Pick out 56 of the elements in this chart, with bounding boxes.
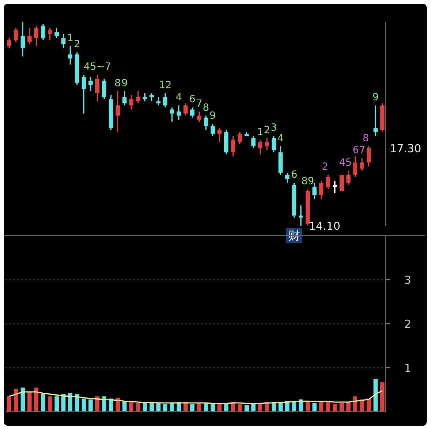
- text: 2: [74, 40, 80, 51]
- text: 8: [114, 78, 122, 90]
- bar: [346, 402, 351, 412]
- bar: [380, 382, 385, 412]
- y-tick-label: 2: [404, 318, 412, 331]
- bar: [54, 396, 59, 412]
- y-tick-label: 1: [404, 362, 412, 375]
- text: 89: [302, 176, 314, 188]
- text: 6: [291, 170, 298, 182]
- bar: [299, 400, 304, 412]
- bar: [62, 394, 66, 412]
- text: 9: [210, 111, 216, 122]
- bar: [252, 404, 256, 412]
- text: 8: [202, 102, 210, 114]
- bar: [312, 403, 317, 412]
- text: 2: [264, 125, 270, 136]
- bar: [88, 400, 93, 412]
- bar: [14, 389, 18, 412]
- text: 3: [270, 123, 278, 134]
- bar: [238, 404, 242, 412]
- bar: [163, 404, 168, 412]
- bar: [75, 394, 80, 412]
- bar: [122, 401, 127, 412]
- text: 8: [362, 133, 370, 144]
- text: 2: [322, 162, 329, 173]
- bar: [109, 398, 114, 412]
- bar: [374, 379, 378, 412]
- bar: [340, 403, 344, 412]
- bar: [360, 400, 364, 412]
- annotation: 14.10: [309, 220, 341, 233]
- bar: [326, 401, 330, 412]
- bar: [41, 394, 46, 412]
- text: 17.30: [390, 142, 422, 156]
- text: 67: [352, 146, 366, 157]
- text: 12: [159, 80, 172, 92]
- text: 1: [67, 33, 74, 44]
- text: 7: [196, 98, 203, 110]
- y-tick-label: 3: [404, 274, 412, 287]
- text: 4: [278, 133, 284, 144]
- bar: [210, 404, 216, 412]
- bar: [7, 396, 12, 412]
- bar: [136, 403, 140, 412]
- bar: [48, 396, 52, 412]
- text: 9: [372, 92, 380, 104]
- bar: [333, 404, 338, 412]
- bar: [28, 392, 32, 412]
- bar: [156, 403, 161, 412]
- bar: [218, 404, 222, 412]
- text: 9: [122, 78, 128, 90]
- text: 45: [339, 158, 352, 169]
- bar: [82, 398, 86, 412]
- text: 6: [189, 94, 196, 106]
- text: 1: [257, 127, 264, 138]
- text: 45~7: [84, 62, 112, 74]
- text: 4: [176, 92, 182, 104]
- bar: [190, 404, 195, 412]
